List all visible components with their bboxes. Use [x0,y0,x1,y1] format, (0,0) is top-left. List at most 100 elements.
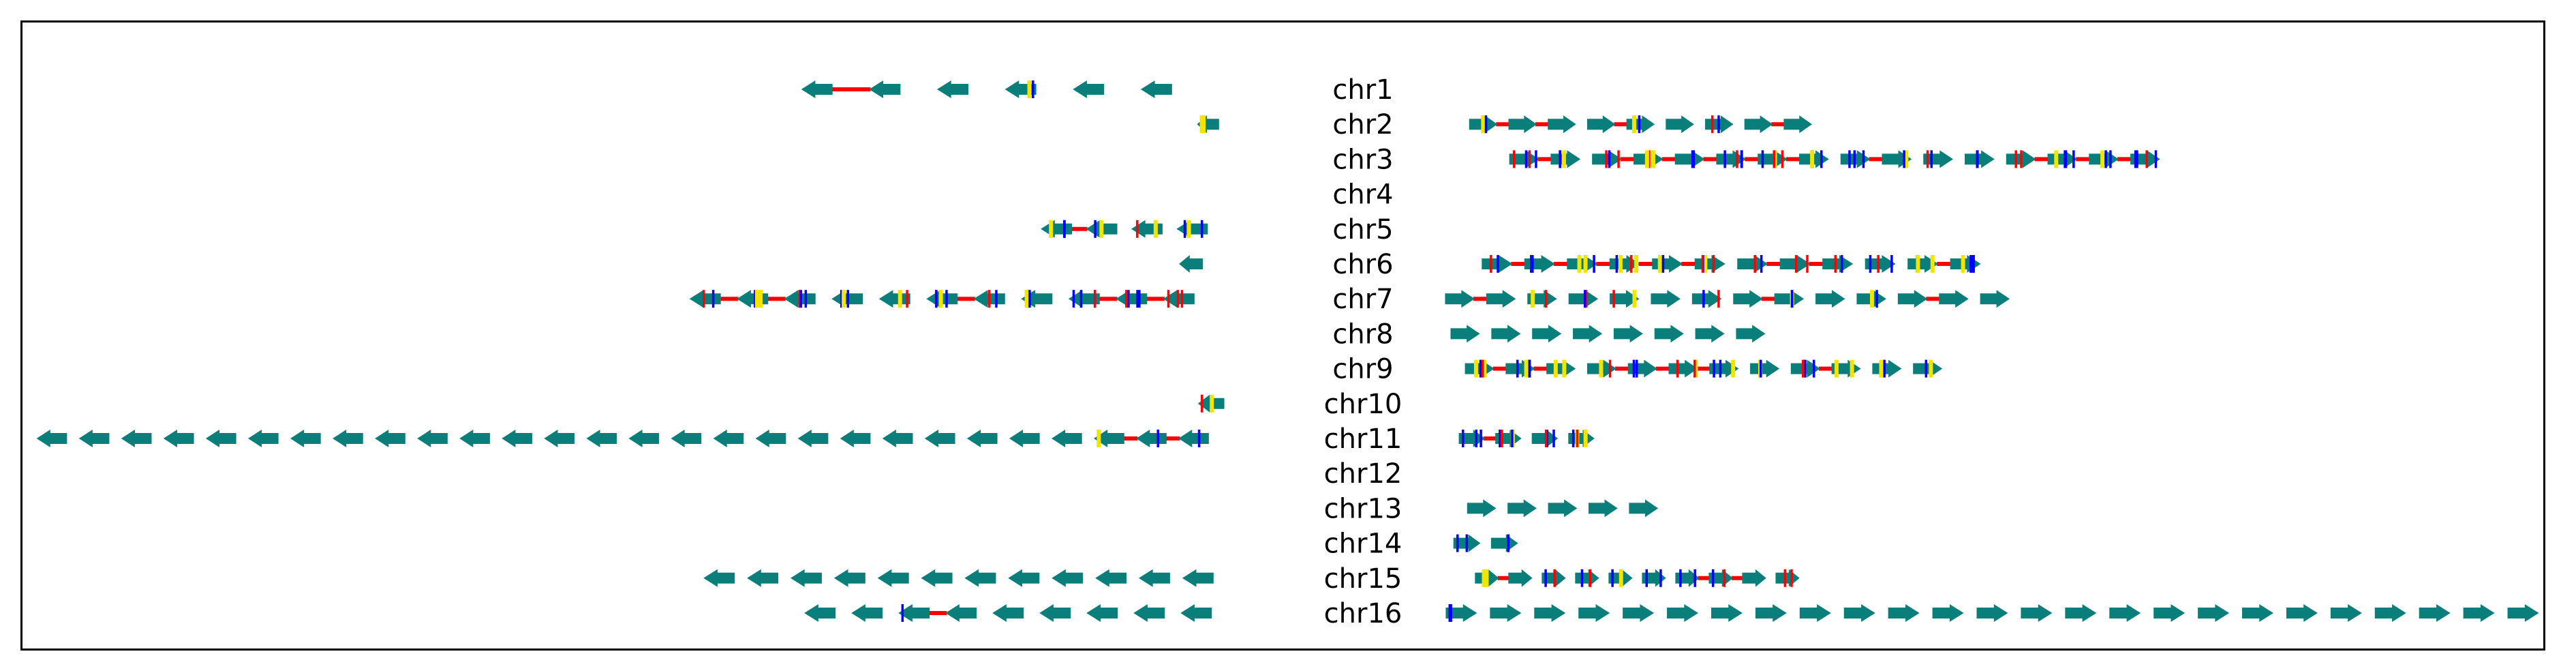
feature-mark [1879,359,1884,378]
gene-arrow [964,569,996,587]
chromosome-label: chr3 [1332,144,1393,175]
feature-mark [1635,359,1638,378]
feature-mark [1561,150,1566,168]
gene-arrow [1486,290,1516,308]
gene-arrow [1467,499,1497,518]
feature-mark [1972,255,1975,273]
gene-arrow [1950,255,1981,273]
feature-mark [840,290,843,308]
gene-arrow [671,430,702,447]
gene-arrow [1548,499,1578,518]
gene-arrow [797,430,829,447]
chromosome-row-chr16: chr16 [804,598,2539,629]
gene-arrow [1179,255,1203,273]
gene-arrow [2021,604,2053,622]
gene-arrow [1568,290,1599,308]
gene-arrow [2419,604,2451,622]
feature-mark [1840,255,1843,273]
gene-arrow [1737,255,1768,273]
feature-mark [1804,359,1807,378]
gene-arrow [1094,430,1124,447]
feature-mark [1711,115,1714,134]
gene-arrow [1652,255,1683,273]
feature-mark [1693,359,1696,378]
gene-arrow [1694,255,1726,273]
gene-arrow [78,430,110,447]
gene-arrow [2153,604,2186,622]
gene-arrow [586,430,617,447]
feature-mark [1877,255,1880,273]
gene-arrow [1708,569,1733,587]
feature-mark [1875,290,1878,308]
gene-arrow [1507,499,1537,518]
feature-mark [1930,150,1933,168]
feature-mark [1679,569,1682,587]
gene-arrow [1534,604,1566,622]
gene-arrow [1613,325,1643,343]
chromosome-label: chr8 [1332,318,1393,350]
gene-arrow [1133,604,1165,622]
gene-arrow [1691,290,1722,308]
feature-mark [1475,430,1478,447]
feature-mark [1138,290,1141,308]
gene-arrow [333,430,363,447]
feature-mark [1481,359,1484,378]
feature-mark [1760,255,1763,273]
feature-mark [1619,569,1623,587]
gene-arrow [1666,115,1694,134]
feature-mark [1576,430,1579,447]
feature-mark [1482,359,1487,378]
gene-arrow [1586,115,1616,134]
feature-mark [1611,569,1614,587]
gene-arrow [1068,290,1100,308]
feature-mark [987,290,991,308]
gene-arrow [851,604,883,622]
feature-mark [1544,569,1547,587]
gene-arrow [459,430,490,447]
gene-arrow [869,80,901,98]
feature-mark [1544,290,1548,308]
gene-arrow [1667,604,1699,622]
feature-mark [1593,255,1595,273]
gene-arrow [1822,255,1854,273]
chromosome-label: chr14 [1324,528,1402,560]
feature-mark [1511,430,1514,447]
chromosome-label: chr11 [1324,423,1402,455]
gene-arrow [1508,115,1537,134]
feature-mark [1589,569,1592,587]
feature-mark [1176,290,1180,308]
feature-mark [846,290,850,308]
feature-mark [1093,290,1097,308]
feature-mark [1615,255,1619,273]
feature-mark [1644,150,1649,168]
gene-arrow [689,290,721,308]
feature-mark [1638,115,1641,134]
gene-arrow [1758,150,1788,168]
feature-mark [1741,150,1743,168]
gene-arrow [1897,290,1928,308]
feature-mark [1584,290,1588,308]
feature-mark [1645,569,1649,587]
chromosome-label: chr13 [1324,493,1402,524]
feature-mark [754,290,759,308]
gene-arrow [1575,569,1599,587]
gene-arrow [1668,359,1698,378]
feature-mark [1210,394,1214,413]
gene-arrow [1750,359,1780,378]
feature-mark [1180,290,1184,308]
gene-arrow [713,430,744,447]
feature-mark [1553,359,1558,378]
feature-mark [1481,115,1486,134]
feature-mark [1156,430,1159,447]
feature-mark [1099,220,1104,238]
gene-arrow [1755,604,1787,622]
feature-mark [1450,604,1452,622]
gene-arrow [1095,569,1127,587]
feature-mark [1479,359,1482,378]
feature-mark [1448,604,1452,622]
feature-mark [1553,569,1556,587]
feature-mark [1802,359,1805,378]
feature-mark [1501,430,1503,447]
chromosome-row-chr14: chr14 [1324,528,1518,560]
gene-arrow [882,430,913,447]
